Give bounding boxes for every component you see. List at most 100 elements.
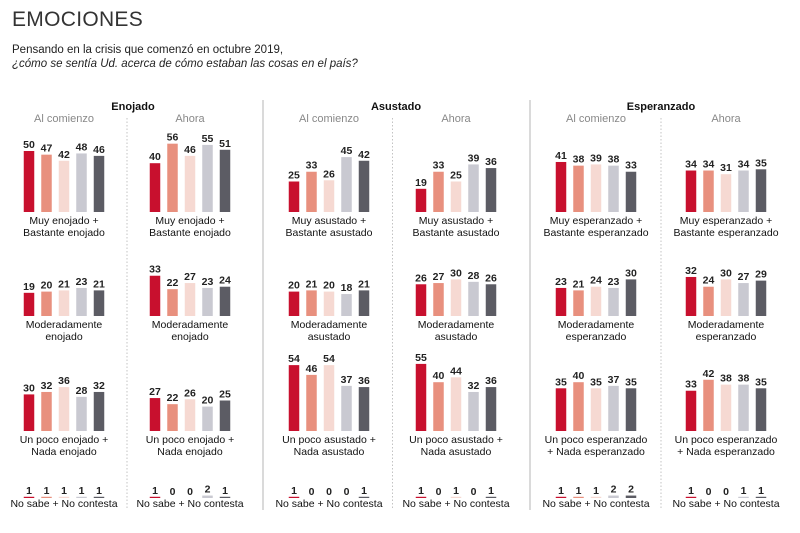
bar	[149, 398, 161, 431]
bar	[590, 286, 602, 316]
bar	[23, 496, 35, 498]
data-label: 22	[167, 277, 179, 289]
data-label: 46	[306, 363, 318, 375]
bar	[323, 291, 335, 316]
bar	[93, 391, 105, 431]
bar	[76, 396, 87, 431]
bar	[590, 496, 602, 498]
bar	[358, 387, 370, 431]
bar	[415, 188, 427, 212]
bar	[149, 496, 161, 498]
data-label: 37	[341, 374, 353, 386]
data-label: 34	[738, 159, 750, 171]
bar	[341, 294, 352, 316]
bar	[93, 290, 105, 316]
data-label: 26	[323, 168, 335, 180]
bar	[468, 281, 479, 316]
data-label: 19	[23, 281, 35, 293]
bar	[41, 291, 52, 316]
data-label: 27	[738, 271, 750, 283]
bar	[219, 149, 231, 212]
bar	[323, 365, 335, 431]
data-label: 33	[306, 160, 318, 172]
bar	[450, 181, 462, 212]
data-label: 40	[573, 370, 585, 382]
bar	[433, 171, 444, 212]
category-label: Muy esperanzado +	[680, 215, 773, 227]
data-label: 1	[758, 485, 764, 497]
category-label: Moderadamente	[291, 319, 368, 331]
data-label: 39	[590, 152, 602, 164]
data-label: 23	[608, 276, 620, 288]
bar	[288, 496, 300, 498]
data-label: 36	[358, 375, 370, 387]
subtitle-line-1: Pensando en la crisis que comenzó en oct…	[12, 44, 284, 56]
data-label: 25	[450, 170, 462, 182]
data-label: 31	[720, 162, 732, 174]
bar	[685, 390, 697, 431]
data-label: 1	[453, 485, 459, 497]
bar	[93, 496, 105, 498]
bar	[93, 155, 105, 212]
bar	[415, 496, 427, 498]
bar	[738, 496, 749, 498]
bar	[738, 283, 749, 316]
data-label: 36	[485, 375, 497, 387]
data-label: 38	[738, 373, 750, 385]
data-label: 54	[323, 353, 335, 365]
bar	[485, 387, 497, 431]
data-label: 29	[755, 269, 767, 281]
bar	[685, 276, 697, 316]
data-label: 23	[202, 276, 214, 288]
category-label: Un poco enojado +	[146, 434, 234, 446]
bar	[720, 279, 732, 316]
category-label: enojado	[171, 331, 209, 343]
bar	[625, 388, 637, 431]
category-label: Un poco esperanzado	[545, 434, 648, 446]
category-label: No sabe + No contesta	[275, 498, 382, 510]
bar	[755, 496, 767, 498]
data-label: 20	[323, 280, 335, 292]
bar	[720, 384, 732, 431]
bar	[76, 496, 87, 498]
bar	[202, 144, 213, 212]
data-label: 1	[741, 485, 747, 497]
data-label: 26	[415, 272, 427, 284]
category-label: Moderadamente	[418, 319, 495, 331]
data-label: 40	[433, 370, 445, 382]
bar	[468, 391, 479, 431]
category-label: No sabe + No contesta	[136, 498, 243, 510]
category-label: Un poco asustado +	[282, 434, 376, 446]
data-label: 27	[149, 386, 161, 398]
data-label: 21	[93, 278, 105, 290]
bar	[358, 290, 370, 316]
data-label: 30	[625, 267, 637, 279]
data-label: 35	[625, 376, 637, 388]
category-label: Muy enojado +	[29, 215, 98, 227]
category-label: Moderadamente	[26, 319, 103, 331]
data-label: 32	[685, 265, 697, 277]
data-label: 39	[468, 152, 480, 164]
data-label: 0	[706, 486, 712, 498]
data-label: 1	[361, 485, 367, 497]
data-label: 24	[703, 275, 715, 287]
bar	[415, 284, 427, 316]
bar	[323, 180, 335, 212]
data-label: 56	[167, 132, 179, 144]
bar	[755, 388, 767, 431]
category-label: Moderadamente	[688, 319, 765, 331]
data-label: 32	[93, 380, 105, 392]
category-label: + Nada esperanzado	[547, 446, 645, 458]
data-label: 38	[720, 373, 732, 385]
data-label: 1	[44, 485, 50, 497]
category-label: Muy esperanzado +	[550, 215, 643, 227]
bar	[685, 170, 697, 212]
data-label: 46	[184, 144, 196, 156]
bar	[720, 174, 732, 212]
data-label: 28	[76, 385, 88, 397]
bar	[341, 385, 352, 431]
bar	[58, 387, 70, 431]
data-label: 24	[590, 275, 602, 287]
bar	[288, 365, 300, 431]
bar	[590, 164, 602, 212]
